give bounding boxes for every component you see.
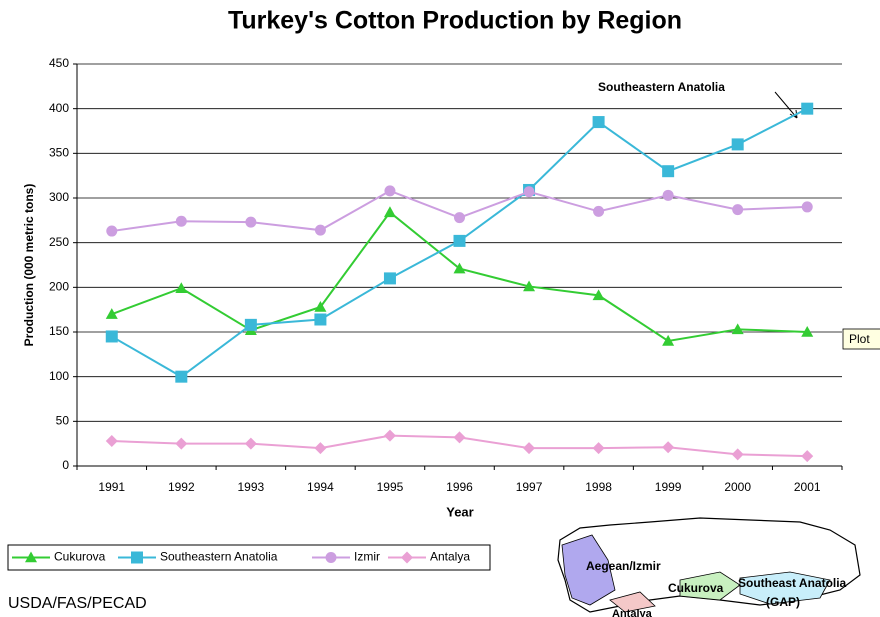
y-tick-label: 450	[49, 56, 69, 70]
legend-label: Antalya	[430, 550, 470, 564]
x-tick-label: 1999	[655, 480, 682, 494]
marker	[801, 201, 813, 213]
marker	[105, 308, 118, 319]
marker	[801, 450, 814, 463]
y-tick-label: 0	[62, 458, 69, 472]
marker	[731, 323, 744, 335]
x-tick-label: 2001	[794, 480, 821, 494]
marker	[593, 205, 605, 217]
legend-label: Izmir	[354, 550, 380, 564]
map-label: Antalya	[612, 608, 653, 617]
marker	[131, 551, 143, 564]
marker	[106, 225, 118, 237]
source: USDA/FAS/PECAD	[8, 595, 147, 612]
marker	[662, 334, 675, 346]
x-tick-label: 1995	[377, 480, 404, 494]
tooltip: Plot	[849, 332, 870, 346]
y-tick-label: 100	[49, 369, 69, 383]
marker	[105, 330, 118, 343]
map: Aegean/Izmir Cukurova Southeast Anatolia…	[557, 517, 861, 617]
marker	[453, 234, 466, 247]
marker	[175, 215, 187, 227]
legend-label: Southeastern Anatolia	[160, 550, 278, 564]
x-tick-label: 1998	[585, 480, 612, 494]
y-tick-label: 250	[49, 235, 69, 249]
legend: Cukurova Southeastern Anatolia Izmir Antaly…	[7, 544, 491, 571]
annotation-arrow	[774, 91, 798, 119]
marker	[314, 300, 327, 312]
marker	[592, 116, 605, 129]
x-tick-label: 1993	[238, 480, 265, 494]
y-tick-label: 200	[49, 280, 69, 294]
marker	[523, 280, 536, 292]
y-tick-label: 400	[49, 101, 69, 115]
y-tick-label: 150	[49, 324, 69, 338]
marker	[314, 313, 327, 326]
x-tick-label: 1991	[98, 480, 125, 494]
map-region	[679, 571, 741, 601]
marker	[453, 262, 466, 274]
map-label: (GAP)	[766, 595, 800, 609]
y-tick-label: 300	[49, 190, 69, 204]
series-line	[111, 210, 808, 342]
map-label: Southeast Anatolia	[738, 576, 847, 590]
x-axis-label: Year	[446, 504, 473, 519]
marker	[383, 272, 396, 285]
marker	[175, 370, 188, 383]
x-tick-label: 1997	[516, 480, 543, 494]
y-tick-label: 50	[56, 414, 70, 428]
marker	[175, 437, 188, 450]
marker	[523, 186, 535, 198]
marker	[175, 282, 188, 294]
marker	[245, 216, 257, 228]
map-region	[609, 591, 656, 613]
tooltip-box	[842, 328, 880, 350]
x-tick-label: 1992	[168, 480, 195, 494]
marker	[662, 165, 675, 178]
marker	[592, 289, 605, 301]
marker	[383, 429, 396, 442]
map-label: Aegean/Izmir	[586, 559, 661, 573]
marker	[244, 437, 257, 450]
marker	[314, 224, 326, 236]
marker	[592, 442, 605, 455]
annotation: Southeastern Anatolia	[598, 80, 725, 94]
y-axis-label: Production (000 metric tons)	[22, 184, 36, 347]
marker	[731, 138, 744, 151]
marker	[105, 434, 118, 447]
x-tick-label: 1994	[307, 480, 334, 494]
marker	[325, 552, 337, 563]
marker	[453, 431, 466, 444]
legend-label: Cukurova	[54, 550, 106, 564]
chart-title: Turkey's Cotton Production by Region	[228, 7, 682, 35]
map-region	[561, 534, 616, 606]
marker	[25, 551, 37, 563]
marker	[314, 442, 327, 455]
marker	[732, 204, 744, 216]
map-label: Cukurova	[668, 581, 724, 595]
marker	[662, 189, 674, 201]
marker	[454, 212, 465, 224]
marker	[662, 441, 675, 454]
marker	[401, 551, 413, 564]
map-region	[739, 571, 831, 605]
marker	[731, 448, 744, 461]
x-tick-label: 2000	[724, 480, 751, 494]
marker	[801, 102, 814, 115]
marker	[801, 326, 814, 337]
series-line	[111, 189, 808, 233]
y-tick-label: 350	[49, 146, 69, 160]
marker	[244, 318, 257, 331]
x-tick-label: 1996	[446, 480, 473, 494]
marker	[384, 185, 396, 197]
marker	[523, 442, 536, 455]
marker	[383, 206, 396, 218]
